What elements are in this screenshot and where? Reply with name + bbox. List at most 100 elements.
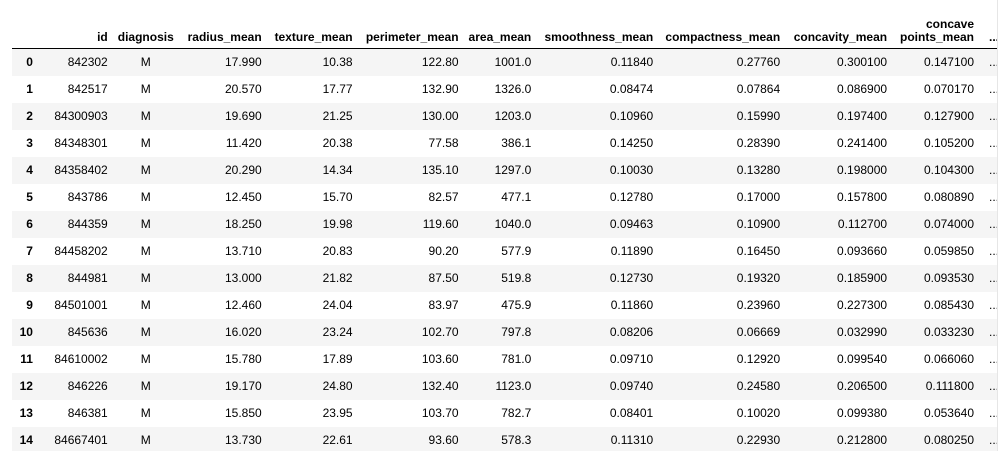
table-row: 0 842302 M 17.990 10.38 122.80 1001.0 0.11840 0.… [12, 48, 1004, 76]
table-row: 14 84667401 M 13.730 22.61 93.60 578.3 0.11310 0… [12, 426, 1004, 451]
cell-compactness-mean: 0.06669 [736, 325, 781, 339]
cell-radius-mean: 17.990 [224, 55, 262, 70]
cell-area-mean: 1297.0 [494, 163, 532, 177]
cell-id: 84348301 [54, 136, 108, 150]
cell-compactness-mean: 0.10900 [736, 217, 781, 231]
cell-ellipsis: ... [988, 271, 999, 285]
column-header-concavity-mean: concavity_mean [785, 8, 893, 49]
cell-area-mean: 1040.0 [494, 217, 532, 231]
cell-diagnosis: M [140, 244, 151, 258]
row-index: 6 [26, 217, 33, 231]
cell-area-mean: 1001.0 [494, 55, 532, 70]
cell-texture-mean: 21.82 [322, 271, 353, 285]
table-row: 13 846381 M 15.850 23.95 103.70 782.7 0.08401 0.… [12, 399, 1004, 427]
cell-diagnosis: M [140, 55, 151, 70]
cell-perimeter-mean: 135.10 [421, 163, 459, 177]
cell-compactness-mean: 0.19320 [736, 271, 781, 285]
row-index: 14 [19, 433, 33, 447]
cell-compactness-mean: 0.27760 [736, 55, 781, 70]
cell-smoothness-mean: 0.11840 [610, 55, 654, 70]
table-row: 6 844359 M 18.250 19.98 119.60 1040.0 0.09463 0.… [12, 210, 1004, 238]
cell-id: 843786 [67, 190, 108, 204]
cell-radius-mean: 18.250 [224, 217, 262, 231]
row-index: 5 [26, 190, 33, 204]
cell-concave-points-mean: 0.059850 [923, 244, 975, 258]
cell-smoothness-mean: 0.08474 [609, 82, 654, 96]
cell-area-mean: 519.8 [501, 271, 532, 285]
table-header-row: id diagnosis radius_mean texture_mean pe… [12, 8, 1004, 49]
cell-concavity-mean: 0.227300 [837, 298, 888, 312]
cell-smoothness-mean: 0.10030 [609, 163, 654, 177]
cell-diagnosis: M [140, 325, 151, 339]
cell-radius-mean: 20.290 [224, 163, 262, 177]
cell-id: 842302 [67, 55, 108, 70]
cell-perimeter-mean: 93.60 [428, 433, 459, 447]
cell-radius-mean: 19.690 [224, 109, 262, 123]
cell-texture-mean: 19.98 [322, 217, 353, 231]
cell-area-mean: 797.8 [501, 325, 532, 339]
cell-ellipsis: ... [988, 217, 999, 231]
cell-smoothness-mean: 0.08401 [609, 406, 654, 420]
cell-area-mean: 477.1 [501, 190, 532, 204]
cell-smoothness-mean: 0.08206 [609, 325, 654, 339]
cell-id: 844359 [67, 217, 108, 231]
table-row: 5 843786 M 12.450 15.70 82.57 477.1 0.12780 0.17… [12, 183, 1004, 211]
column-header-radius-mean: radius_mean [178, 8, 267, 49]
cell-smoothness-mean: 0.09463 [609, 217, 654, 231]
table-row: 3 84348301 M 11.420 20.38 77.58 386.1 0.14250 0.… [12, 129, 1004, 157]
cell-texture-mean: 17.89 [322, 352, 353, 366]
cell-perimeter-mean: 130.00 [421, 109, 459, 123]
cell-area-mean: 1203.0 [494, 109, 532, 123]
table-row: 12 846226 M 19.170 24.80 132.40 1123.0 0.09740 0… [12, 372, 1004, 400]
cell-concavity-mean: 0.241400 [837, 136, 888, 150]
cell-ellipsis: ... [988, 109, 999, 123]
cell-id: 84501001 [54, 298, 108, 312]
cell-concavity-mean: 0.032990 [837, 325, 888, 339]
cell-texture-mean: 10.38 [322, 55, 353, 70]
cell-texture-mean: 15.70 [322, 190, 353, 204]
cell-area-mean: 1326.0 [494, 82, 532, 96]
cell-compactness-mean: 0.22930 [736, 433, 781, 447]
cell-perimeter-mean: 83.97 [428, 298, 459, 312]
cell-concavity-mean: 0.086900 [837, 82, 888, 96]
cell-ellipsis: ... [988, 406, 999, 420]
cell-concavity-mean: 0.093660 [837, 244, 888, 258]
cell-radius-mean: 20.570 [224, 82, 262, 96]
cell-radius-mean: 19.170 [224, 379, 262, 393]
cell-texture-mean: 17.77 [322, 82, 353, 96]
cell-radius-mean: 15.780 [224, 352, 262, 366]
column-header-index [12, 8, 38, 49]
cell-diagnosis: M [140, 109, 151, 123]
cell-diagnosis: M [140, 379, 151, 393]
cell-concave-points-mean: 0.070170 [923, 82, 975, 96]
row-index: 12 [19, 379, 33, 393]
cell-area-mean: 782.7 [501, 406, 532, 420]
cell-ellipsis: ... [988, 298, 999, 312]
cell-diagnosis: M [140, 433, 151, 447]
cell-concave-points-mean: 0.080250 [923, 433, 975, 447]
cell-id: 842517 [67, 82, 108, 96]
cell-radius-mean: 11.420 [225, 136, 262, 150]
cell-concave-points-mean: 0.033230 [923, 325, 975, 339]
table-body: 0 842302 M 17.990 10.38 122.80 1001.0 0.11840 0.… [12, 48, 1004, 451]
cell-texture-mean: 14.34 [322, 163, 353, 177]
cell-radius-mean: 13.730 [224, 433, 262, 447]
cell-concavity-mean: 0.185900 [837, 271, 888, 285]
cell-compactness-mean: 0.28390 [736, 136, 781, 150]
cell-concavity-mean: 0.197400 [837, 109, 888, 123]
column-header-compactness-mean: compactness_mean [658, 8, 786, 49]
cell-radius-mean: 15.850 [224, 406, 262, 420]
column-header-smoothness-mean: smoothness_mean [536, 8, 659, 49]
cell-id: 846226 [67, 379, 108, 393]
cell-area-mean: 475.9 [501, 298, 532, 312]
cell-texture-mean: 21.25 [322, 109, 353, 123]
cell-compactness-mean: 0.16450 [736, 244, 781, 258]
cell-concave-points-mean: 0.093530 [923, 271, 975, 285]
table-row: 8 844981 M 13.000 21.82 87.50 519.8 0.12730 0.19… [12, 264, 1004, 292]
cell-perimeter-mean: 119.60 [422, 217, 459, 231]
cell-ellipsis: ... [988, 82, 999, 96]
row-index: 11 [20, 352, 33, 366]
cell-compactness-mean: 0.07864 [736, 82, 781, 96]
cell-area-mean: 577.9 [501, 244, 532, 258]
